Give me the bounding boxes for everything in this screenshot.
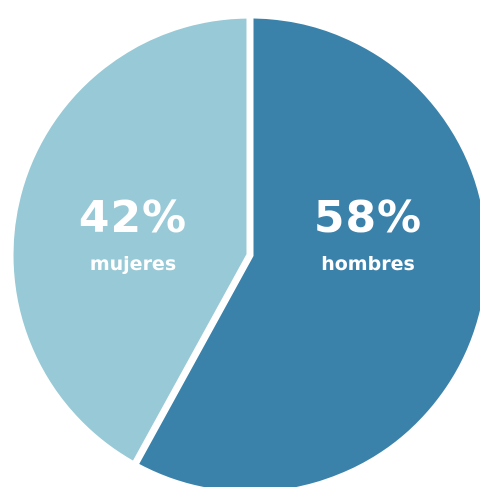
slice-hombres-percent: 58% [314,192,422,243]
slice-mujeres-label: mujeres [90,253,176,275]
slice-hombres-label: hombres [321,253,415,275]
slice-mujeres-percent: 42% [79,192,187,243]
pie-slices [6,11,480,487]
pie-slice-hombres [130,11,480,487]
pie-slice-mujeres [6,11,254,469]
